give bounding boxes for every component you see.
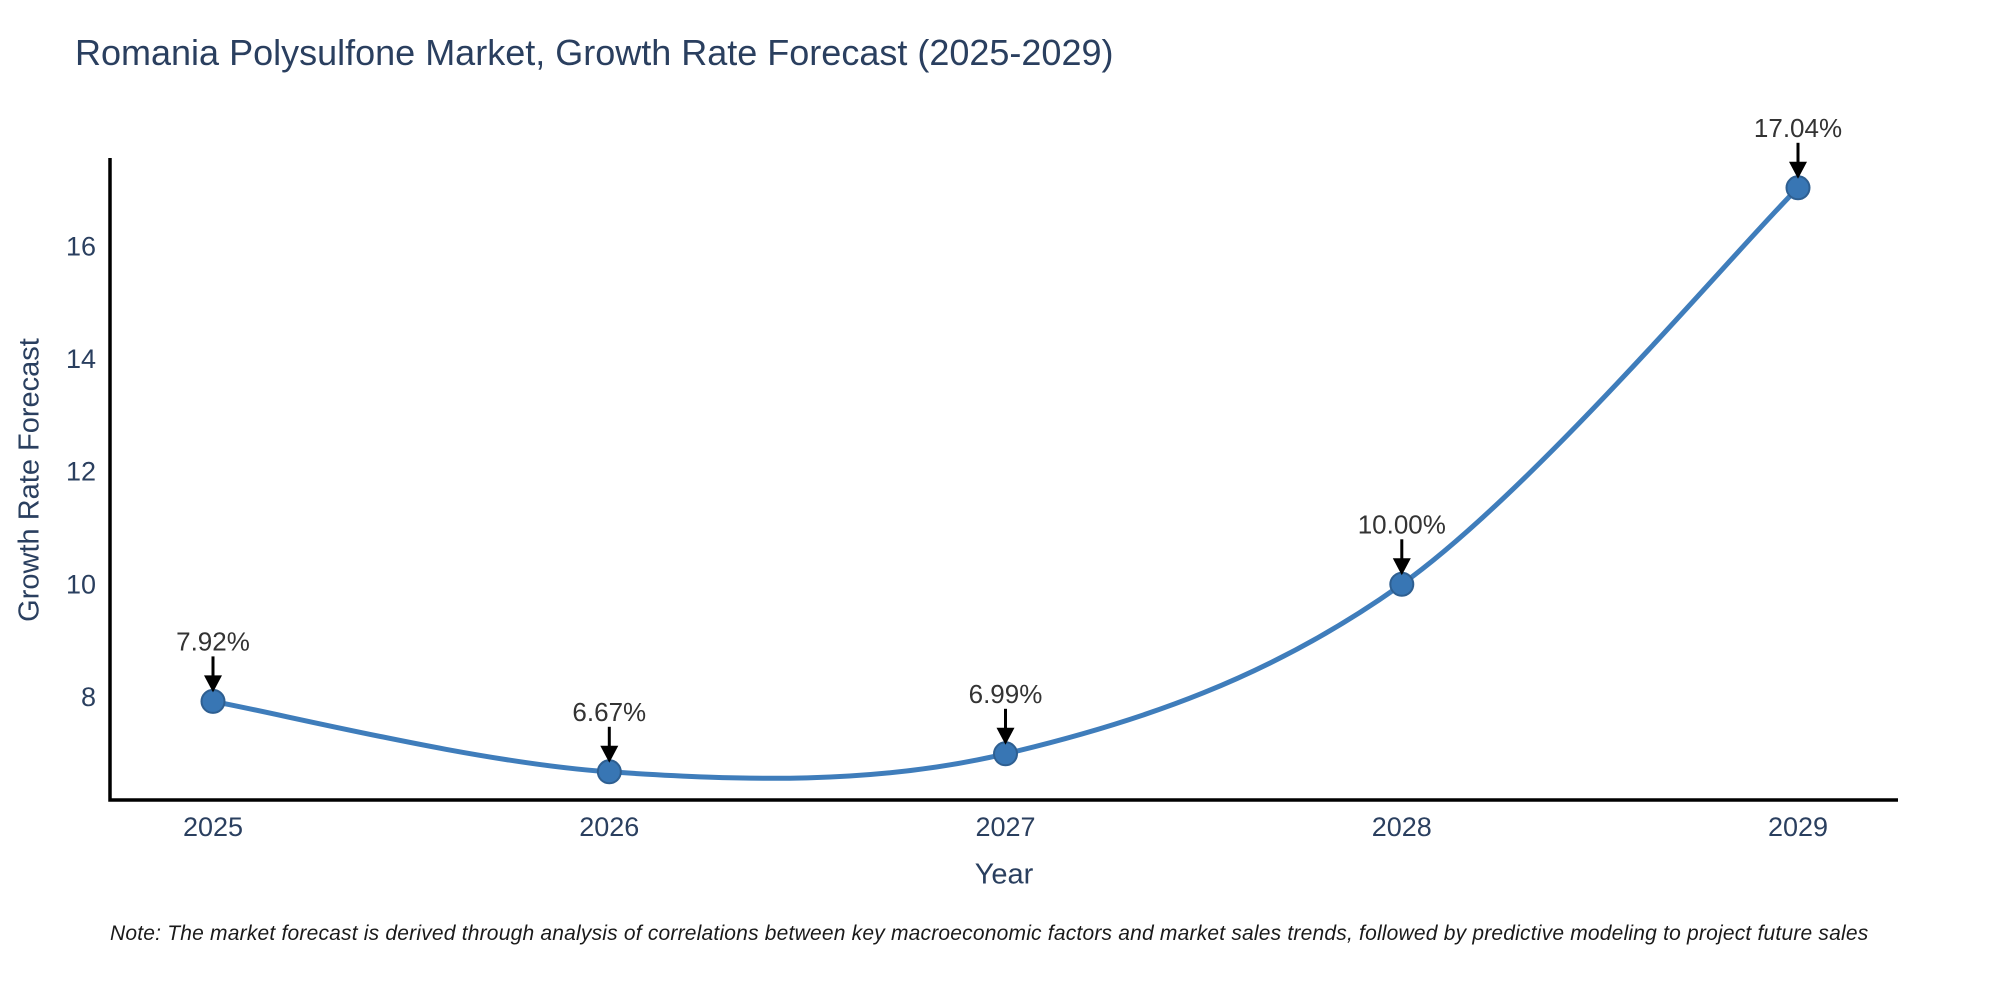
x-tick-label: 2026 xyxy=(579,812,639,842)
y-tick-label: 14 xyxy=(66,344,96,374)
annotation-label: 6.67% xyxy=(572,697,646,727)
data-point-marker xyxy=(993,741,1018,767)
data-point-marker xyxy=(200,688,226,714)
annotation-arrowhead xyxy=(996,727,1015,745)
chart-note: Note: The market forecast is derived thr… xyxy=(110,922,1869,945)
x-tick-label: 2029 xyxy=(1768,812,1828,842)
y-tick-label: 12 xyxy=(66,457,96,487)
x-tick-label: 2027 xyxy=(975,812,1035,842)
annotation-arrowhead xyxy=(1392,558,1411,576)
y-tick-label: 10 xyxy=(66,569,96,599)
annotation-label: 10.00% xyxy=(1358,509,1446,539)
data-point-marker xyxy=(1785,175,1811,201)
annotation-arrowhead xyxy=(1789,161,1807,179)
y-tick-label: 16 xyxy=(66,231,96,261)
annotation-label: 7.92% xyxy=(176,626,250,656)
annotation-arrowhead xyxy=(204,675,222,693)
axis-frame xyxy=(108,158,1898,802)
annotation-label: 6.99% xyxy=(969,679,1043,709)
data-point-marker xyxy=(596,759,622,785)
x-tick-label: 2025 xyxy=(183,812,243,842)
chart-title: Romania Polysulfone Market, Growth Rate … xyxy=(75,32,1114,73)
y-tick-label: 8 xyxy=(81,682,96,712)
annotation-label: 17.04% xyxy=(1754,113,1842,143)
x-tick-label: 2028 xyxy=(1372,812,1432,842)
data-point-marker xyxy=(1389,571,1415,597)
x-axis-title: Year xyxy=(974,858,1034,891)
annotation-arrowhead xyxy=(600,745,619,763)
